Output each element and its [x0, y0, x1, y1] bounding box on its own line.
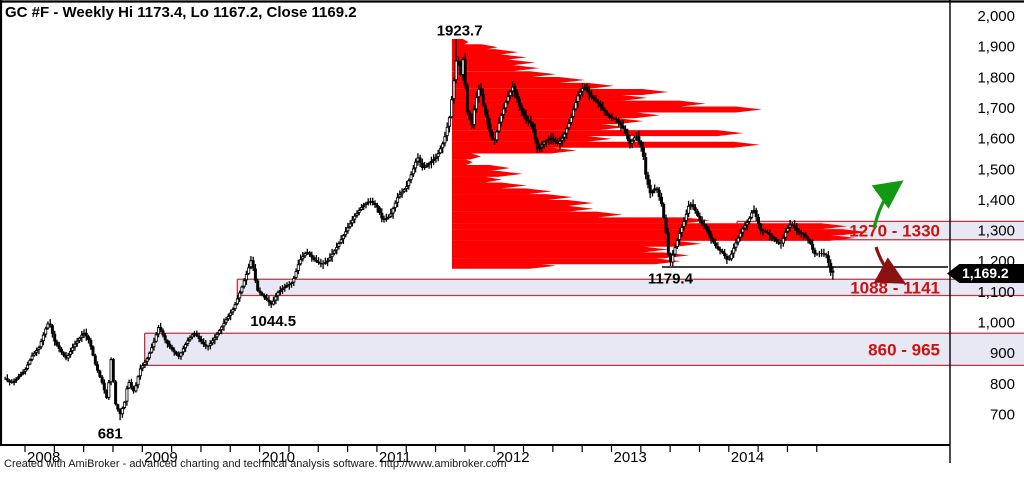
x-tick-label: 2011 — [379, 449, 411, 466]
y-tick-label: 1,900 — [977, 39, 1015, 56]
x-tick-label: 2008 — [27, 449, 60, 466]
y-tick-label: 1,300 — [977, 223, 1015, 240]
y-axis-labels: 2,000 1,900 1,800 1,700 1,600 1,500 1,400 1,300… — [977, 8, 1015, 423]
x-tick-label: 2014 — [731, 449, 764, 466]
amibroker-credit: Created with AmiBroker - advanced charti… — [4, 458, 507, 470]
x-tick-label: 2012 — [496, 449, 529, 466]
candlestick-series — [4, 39, 835, 421]
zone-label: 860 - 965 — [868, 340, 940, 359]
y-tick-label: 1,800 — [977, 69, 1015, 86]
price-annotation: 1923.7 — [437, 22, 483, 39]
y-tick-label: 700 — [990, 406, 1015, 423]
y-tick-label: 1,100 — [977, 284, 1015, 301]
y-tick-label: 1,700 — [977, 100, 1015, 117]
zone-860-965: 860 - 965 — [143, 332, 1024, 367]
y-tick-label: 900 — [990, 345, 1015, 362]
price-annotation: 681 — [98, 425, 123, 442]
last-price-text: 1,169.2 — [962, 265, 1009, 281]
y-tick-label: 1,500 — [977, 161, 1015, 178]
zone-label: 1270 - 1330 — [849, 222, 940, 241]
x-tick-label: 2013 — [614, 449, 647, 466]
y-tick-label: 1,600 — [977, 131, 1015, 148]
volume-profile — [451, 39, 868, 269]
down-arrow — [873, 246, 907, 284]
y-tick-label: 1,400 — [977, 192, 1015, 209]
y-tick-label: 2,000 — [977, 8, 1015, 25]
x-tick-label: 2010 — [262, 449, 295, 466]
y-tick-label: 1,000 — [977, 315, 1015, 332]
price-annotation: 1044.5 — [250, 313, 296, 330]
axes — [0, 0, 1024, 463]
y-tick-label: 800 — [990, 376, 1015, 393]
chart-title: GC #F - Weekly Hi 1173.4, Lo 1167.2, Clo… — [5, 4, 357, 21]
zone-1088-1141: 1088 - 1141 — [236, 278, 1024, 297]
price-annotation: 1179.4 — [648, 271, 694, 288]
last-price-tag: 1,169.2 — [947, 264, 1024, 283]
x-axis-labels: 2008 2009 2010 2011 2012 2013 2014 — [27, 449, 764, 466]
up-arrow — [871, 180, 904, 229]
zone-label: 1088 - 1141 — [850, 278, 940, 297]
x-tick-label: 2009 — [144, 449, 177, 466]
